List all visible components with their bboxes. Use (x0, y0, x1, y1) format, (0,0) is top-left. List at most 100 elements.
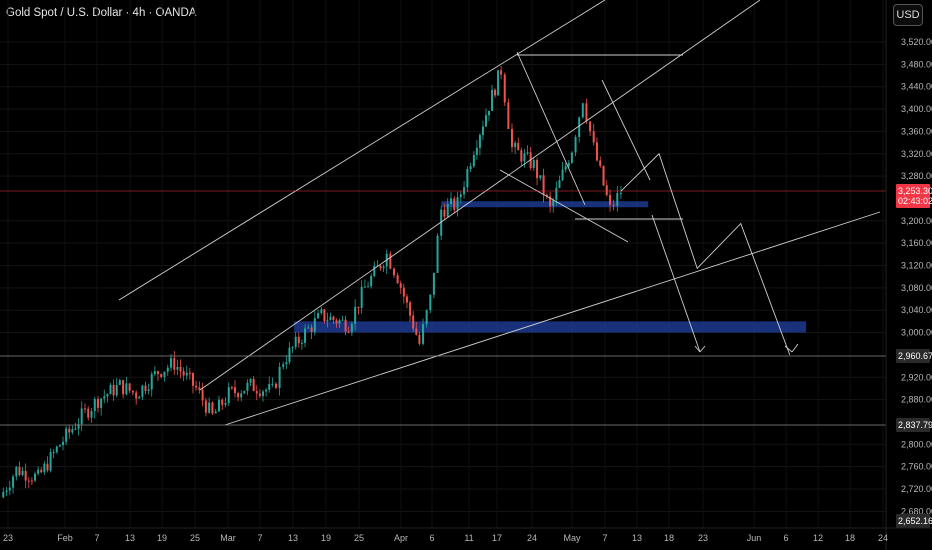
candle-body (153, 371, 156, 375)
y-tick-label: 2,680.000 (901, 506, 932, 516)
candle-body (310, 327, 313, 332)
candle-body (344, 319, 347, 332)
candle-body (109, 384, 112, 395)
y-tick-label: 3,480.000 (901, 59, 932, 69)
price-label-bg (896, 349, 930, 363)
candle-body (30, 480, 33, 482)
candle-body (616, 193, 619, 206)
candle-body (282, 364, 285, 367)
candle-body (141, 385, 144, 397)
candle-body (602, 165, 605, 186)
triangle-left-line (516, 51, 586, 206)
x-tick-label: 24 (878, 533, 888, 543)
candle-body (128, 383, 131, 391)
candle-body (291, 347, 294, 349)
candle-body (360, 286, 363, 308)
x-tick-label: 6 (783, 533, 788, 543)
candle-body (188, 372, 191, 374)
candle-body (405, 296, 408, 303)
chart-title: Gold Spot / U.S. Dollar · 4h · OANDA (6, 7, 197, 19)
candle-body (2, 491, 5, 498)
candle-body (37, 469, 40, 474)
x-tick-label: 13 (125, 533, 135, 543)
candle-body (52, 452, 55, 454)
candle-body (415, 328, 418, 335)
y-tick-label: 3,000.000 (901, 328, 932, 338)
y-tick-label: 2,760.000 (901, 462, 932, 472)
x-tick-label: 19 (157, 533, 167, 543)
price-label-value: 3,253.300 (898, 186, 932, 196)
candle-body (558, 180, 561, 188)
candle-body (313, 318, 316, 332)
candle-body (497, 70, 500, 96)
candle-body (21, 470, 24, 476)
candle-body (297, 336, 300, 344)
candle-body (592, 131, 595, 143)
candle-body (262, 391, 265, 396)
support-zone (294, 321, 807, 333)
candle-body (570, 152, 573, 163)
y-tick-label: 2,800.000 (901, 439, 932, 449)
candle-body (8, 487, 11, 491)
candle-body (459, 194, 462, 198)
candle-body (243, 390, 246, 394)
channel-upper-line (118, 0, 606, 301)
channel-lower-line (224, 211, 881, 426)
candle-body (507, 102, 510, 129)
candle-body (370, 276, 373, 287)
candle-body (526, 152, 529, 154)
candle-body (100, 398, 103, 408)
y-tick-label: 3,360.000 (901, 126, 932, 136)
zones-layer (294, 201, 807, 333)
candle-body (173, 358, 176, 370)
x-tick-label: 11 (464, 533, 473, 543)
candle-body (545, 194, 548, 197)
candle-body (118, 380, 121, 385)
triangle-right-line (601, 79, 651, 181)
candle-body (12, 476, 15, 488)
candle-body (379, 265, 382, 269)
candle-body (599, 160, 602, 166)
candle-body (332, 316, 335, 321)
candle-body (300, 342, 303, 344)
x-tick-label: 7 (257, 533, 262, 543)
candle-body (258, 393, 261, 396)
candle-body (595, 142, 598, 161)
price-label: 3,253.30002:43:02 (896, 184, 932, 208)
candle-body (5, 490, 8, 492)
candle-body (422, 324, 425, 344)
candle-body (320, 309, 323, 314)
candle-body (329, 316, 332, 321)
x-tick-label: 24 (527, 533, 537, 543)
candle-body (425, 310, 428, 325)
candle-body (15, 466, 18, 477)
price-axis[interactable]: 3,520.000 3,480.000 3,440.000 3,400.000 3,36… (885, 0, 932, 550)
candle-body (532, 159, 535, 168)
candle-body (429, 294, 432, 311)
x-tick-label: 25 (354, 533, 364, 543)
candle-body (227, 387, 230, 403)
candle-body (409, 302, 412, 316)
price-label-value: 2,837.793 (898, 420, 932, 430)
candle-body (195, 385, 198, 388)
y-tick-label: 3,400.000 (901, 104, 932, 114)
candle-body (62, 441, 65, 446)
candle-body (432, 272, 435, 295)
x-tick-label: 23 (698, 533, 708, 543)
candle-body (24, 470, 27, 481)
candle-body (233, 387, 236, 394)
currency-button[interactable]: USD (893, 4, 923, 26)
candle-body (125, 383, 128, 395)
candle-body (561, 169, 564, 181)
y-tick-label: 3,200.000 (901, 216, 932, 226)
time-axis[interactable]: 23 Feb 7 13 19 25 Mar 7 13 19 25 Apr 6 11 17 24 May 7 13 18… (0, 527, 932, 543)
candle-body (68, 428, 71, 433)
candle-body (500, 70, 503, 75)
candle-body (456, 197, 459, 210)
candle-body (338, 320, 341, 324)
candle-body (83, 408, 86, 410)
candle-body (249, 378, 252, 383)
candle-body (481, 126, 484, 136)
candle-body (511, 128, 513, 148)
